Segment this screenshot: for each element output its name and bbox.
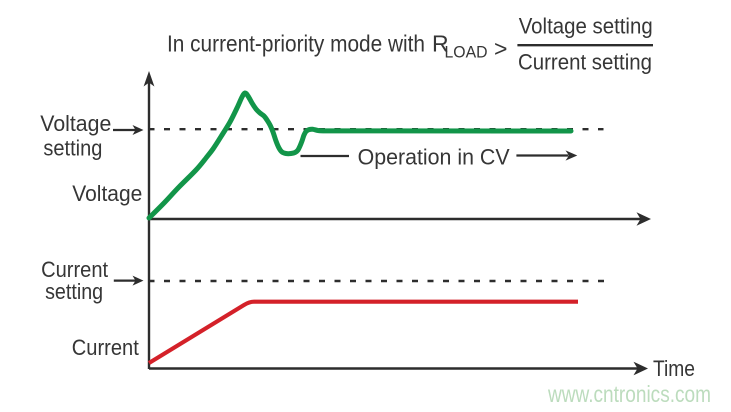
svg-text:setting: setting bbox=[45, 279, 103, 304]
svg-text:Voltage setting: Voltage setting bbox=[519, 14, 653, 39]
svg-text:Time: Time bbox=[653, 356, 695, 381]
svg-text:LOAD: LOAD bbox=[445, 43, 488, 62]
svg-text:R: R bbox=[432, 31, 449, 57]
svg-text:Voltage: Voltage bbox=[72, 181, 142, 206]
svg-text:Current: Current bbox=[41, 257, 108, 282]
svg-text:>: > bbox=[494, 36, 507, 62]
svg-text:Voltage: Voltage bbox=[40, 111, 111, 136]
svg-text:Current setting: Current setting bbox=[518, 50, 652, 75]
svg-text:Current: Current bbox=[72, 335, 139, 360]
svg-text:www.cntronics.com: www.cntronics.com bbox=[547, 381, 711, 407]
svg-text:In current-priority mode with: In current-priority mode with bbox=[167, 31, 425, 57]
svg-text:Operation in CV: Operation in CV bbox=[358, 145, 510, 170]
svg-text:setting: setting bbox=[43, 136, 102, 161]
